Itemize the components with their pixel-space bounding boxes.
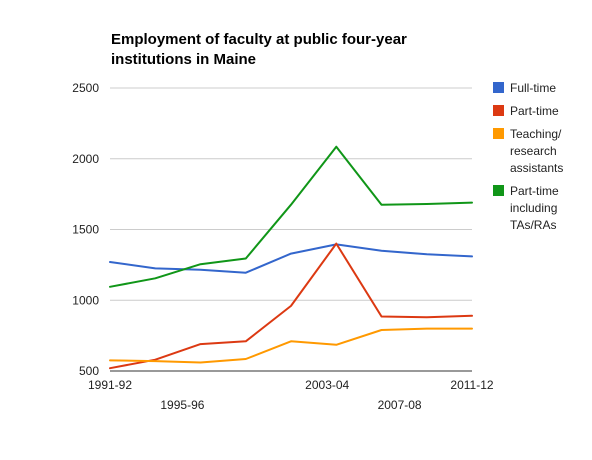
legend-swatch [493,128,504,139]
legend-item-teaching-research-assistants: Teaching/research assistants [493,127,563,175]
legend-label: Part-time [510,104,559,118]
series-line-full-time [109,243,473,274]
y-tick-label: 1000 [72,293,99,307]
legend-label: Part-time [510,184,559,198]
chart-title-line: institutions in Maine [111,51,256,68]
y-tick-label: 500 [79,364,99,378]
x-tick-label: 2007-08 [378,398,422,412]
legend-label: Teaching/ [510,127,562,141]
legend-item-full-time: Full-time [493,81,556,95]
x-tick-label: 1995-96 [160,398,204,412]
x-tick-label: 1991-92 [88,378,132,392]
legend-label: assistants [510,161,563,175]
y-tick-label: 2500 [72,81,99,95]
legend-label: Full-time [510,81,556,95]
legend-label: research [510,144,557,158]
x-tick-label: 2011-12 [450,378,493,392]
legend-swatch [493,82,504,93]
legend-swatch [493,185,504,196]
legend-label: TAs/RAs [510,218,556,232]
y-axis-ticks: 500 1000 1500 2000 2500 [72,81,99,378]
legend-item-part-time: Part-time [493,104,559,118]
series-line-part-time [109,242,473,370]
legend-item-part-time-including-tas-ras: Part-time including TAs/RAs [493,184,559,232]
chart-title-line: Employment of faculty at public four-yea… [111,31,407,48]
legend-swatch [493,105,504,116]
legend: Full-time Part-time Teaching/research assis… [493,81,563,232]
y-tick-label: 1500 [72,223,99,237]
x-tick-label: 2003-04 [305,378,349,392]
y-tick-label: 2000 [72,152,99,166]
x-axis-ticks: 1991-92 1995-96 2003-04 2007-08 2011-12 [88,378,494,412]
series-lines [109,145,473,370]
series-line-part-time-including-tas-ras [109,145,473,288]
grid [110,87,472,372]
chart-title: Employment of faculty at public four-yea… [111,31,407,68]
series-line-teaching-research-assistants [109,327,473,364]
legend-label: including [510,201,557,215]
